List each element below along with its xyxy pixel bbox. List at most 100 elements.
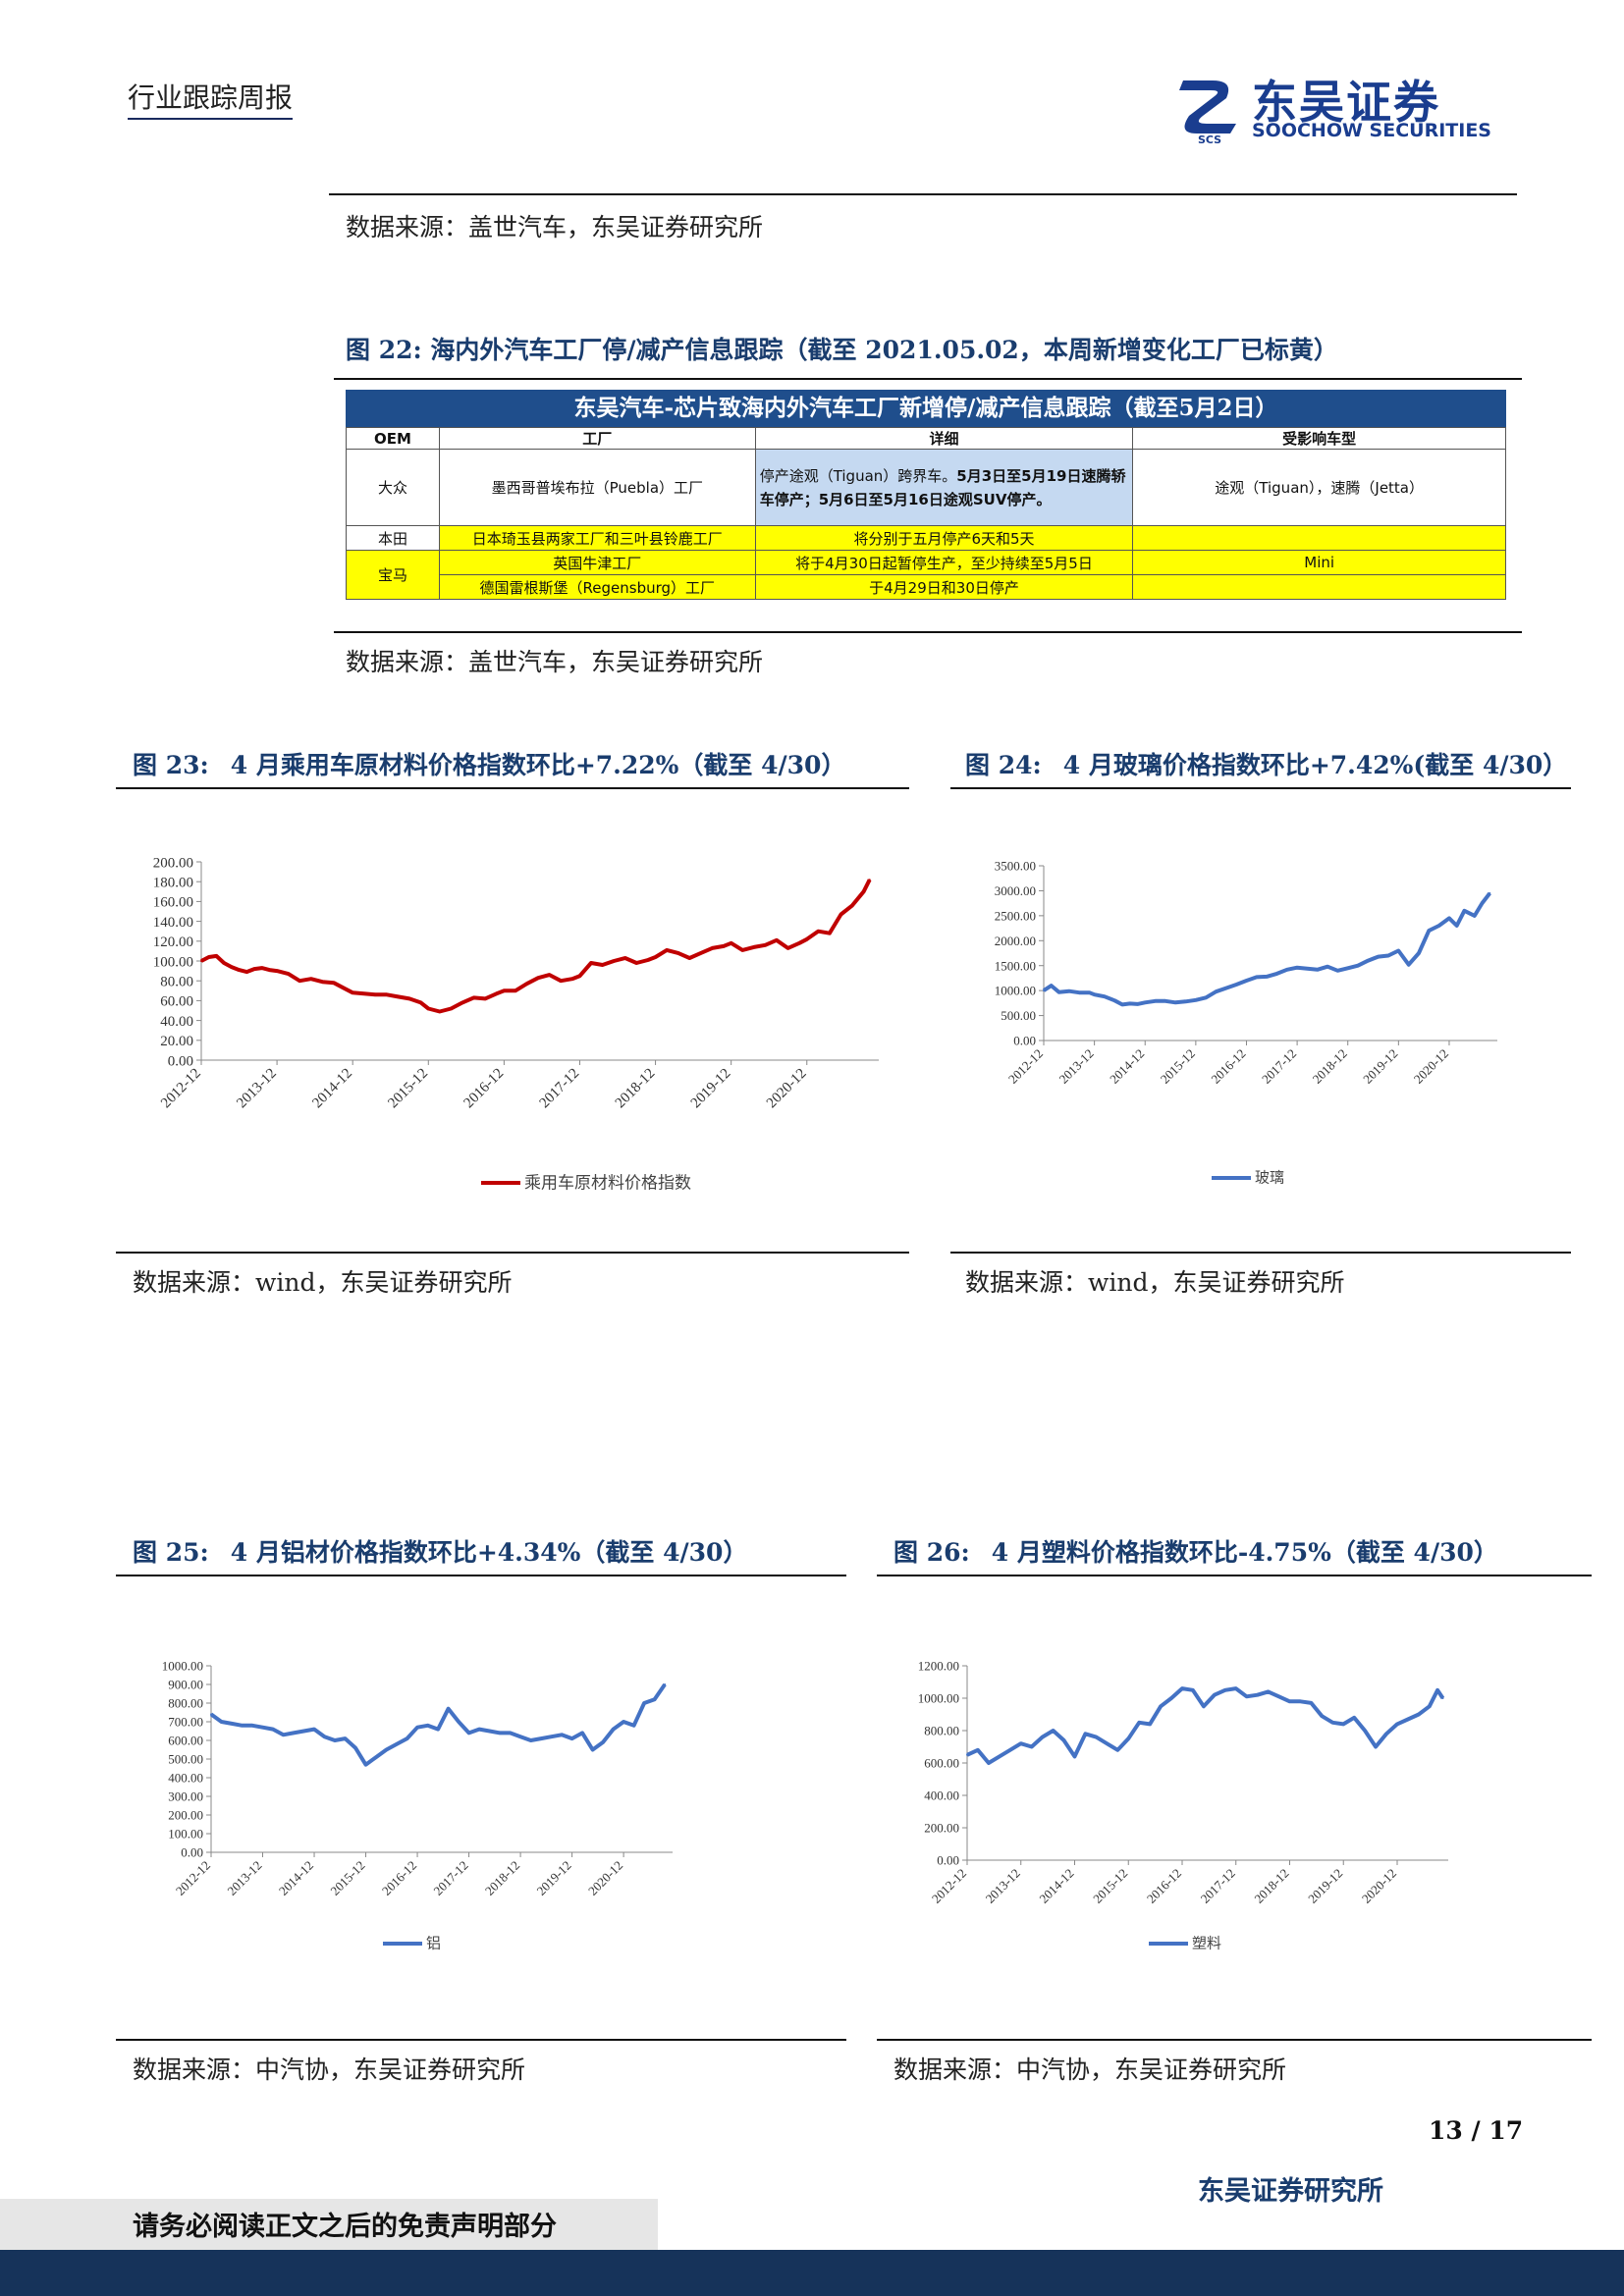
data-point xyxy=(1184,1000,1187,1003)
data-point xyxy=(591,1748,594,1751)
y-tick-label: 800.00 xyxy=(168,1696,203,1711)
x-tick-label: 2017-12 xyxy=(1198,1866,1238,1906)
data-point xyxy=(775,938,778,941)
fig24-rule-bottom xyxy=(950,1252,1571,1254)
data-point xyxy=(529,1739,532,1741)
table-row: 本田 日本琦玉县两家工厂和三叶县铃鹿工厂 将分别于五月停产6天和5天 xyxy=(346,525,1506,551)
data-point xyxy=(210,1713,212,1716)
x-tick-label: 2019-12 xyxy=(1305,1866,1345,1906)
data-point xyxy=(1441,1697,1444,1699)
x-tick-label: 2020-12 xyxy=(764,1066,810,1112)
data-point xyxy=(653,1698,656,1701)
footer-disclaimer: 请务必阅读正文之后的免责声明部分 xyxy=(133,2212,557,2242)
data-point xyxy=(1245,1695,1248,1698)
y-tick-label: 0.00 xyxy=(168,1053,193,1069)
y-tick-label: 60.00 xyxy=(160,994,193,1010)
top-source: 数据来源：盖世汽车，东吴证券研究所 xyxy=(346,213,764,241)
data-point xyxy=(1170,1697,1172,1699)
data-point xyxy=(251,1724,253,1727)
data-point xyxy=(1428,1705,1431,1708)
data-point xyxy=(1256,1693,1259,1696)
data-point xyxy=(437,1728,440,1731)
y-tick-label: 160.00 xyxy=(153,895,193,911)
fig23-rule-top xyxy=(116,787,909,789)
data-point xyxy=(1353,1716,1356,1719)
data-point xyxy=(1357,964,1359,967)
logo-cn-text: 东吴证券 xyxy=(1252,76,1440,129)
data-point xyxy=(1160,1705,1163,1708)
fig23-title-text: 4 月乘用车原材料价格指数环比+7.22%（截至 4/30） xyxy=(230,751,846,779)
y-tick-label: 80.00 xyxy=(160,974,193,989)
x-tick-label: 2015-12 xyxy=(1090,1866,1130,1906)
data-point xyxy=(1367,959,1370,962)
data-point xyxy=(1463,909,1466,912)
fig24-source: 数据来源：wind，东吴证券研究所 xyxy=(965,1268,1345,1297)
fig24-title-text: 4 月玻璃价格指数环比+7.42%(截至 4/30） xyxy=(1062,751,1568,779)
cell-detail: 于4月29日和30日停产 xyxy=(754,574,1134,600)
data-point xyxy=(1030,1745,1033,1748)
fig22-table-title: 东吴汽车-芯片致海内外汽车工厂新增停/减产信息跟踪（截至5月2日） xyxy=(346,390,1506,427)
data-point xyxy=(426,1724,429,1727)
data-point xyxy=(1473,914,1476,917)
fig26-source: 数据来源：中汽协，东吴证券研究所 xyxy=(893,2056,1287,2084)
data-point xyxy=(1336,969,1339,972)
data-point xyxy=(1234,1687,1237,1690)
data-point xyxy=(1407,963,1410,966)
y-tick-label: 140.00 xyxy=(153,915,193,931)
data-point xyxy=(1235,984,1238,986)
x-tick-label: 2014-12 xyxy=(276,1858,316,1898)
data-point xyxy=(1113,999,1116,1002)
data-point xyxy=(851,904,853,907)
data-point xyxy=(966,1753,968,1756)
data-point xyxy=(1387,954,1389,957)
data-point xyxy=(677,951,679,954)
logo: SCS 东吴证券 SOOCHOW SECURITIES xyxy=(1173,71,1497,149)
data-point xyxy=(1489,892,1491,894)
fig26-rule-top xyxy=(877,1575,1592,1576)
fig25-source: 数据来源：中汽协，东吴证券研究所 xyxy=(133,2056,526,2084)
cell-detail: 将于4月30日起暂停生产，至少持续至5月5日 xyxy=(754,550,1134,575)
data-point xyxy=(1296,966,1299,969)
data-point xyxy=(1062,1738,1065,1741)
x-tick-label: 2014-12 xyxy=(1036,1866,1076,1906)
x-tick-label: 2017-12 xyxy=(430,1858,470,1898)
y-tick-label: 500.00 xyxy=(1001,1008,1036,1023)
cell-oem: 大众 xyxy=(346,449,440,526)
cell-detail-part-b: 5月3日至5月19日速腾轿车停产；5月6日至5月16日途观SUV停产。 xyxy=(759,466,1126,508)
x-tick-label: 2013-12 xyxy=(224,1858,264,1898)
data-point xyxy=(416,1726,419,1729)
fig23-rule-bottom xyxy=(116,1252,909,1254)
data-point xyxy=(560,980,563,983)
y-tick-label: 2000.00 xyxy=(995,934,1036,948)
col-header-oem: OEM xyxy=(346,427,440,450)
data-point xyxy=(1103,995,1106,998)
data-point xyxy=(1428,930,1431,933)
data-point xyxy=(1275,972,1278,975)
y-tick-label: 600.00 xyxy=(168,1734,203,1748)
data-point xyxy=(1164,999,1166,1002)
data-point xyxy=(396,1742,399,1745)
cell-factory: 日本琦玉县两家工厂和三叶县铃鹿工厂 xyxy=(438,525,756,551)
legend-label: 铝 xyxy=(426,1936,441,1952)
data-point xyxy=(1436,1688,1439,1691)
data-point xyxy=(537,977,540,980)
y-tick-label: 1000.00 xyxy=(162,1659,203,1674)
data-point xyxy=(344,1737,347,1740)
data-point xyxy=(1174,1001,1177,1004)
x-tick-label: 2018-12 xyxy=(1310,1046,1350,1087)
x-tick-label: 2016-12 xyxy=(379,1858,419,1898)
data-point xyxy=(1144,1001,1147,1004)
data-point xyxy=(817,930,820,933)
data-point xyxy=(1050,985,1053,988)
table-row: 大众 墨西哥普埃布拉（Puebla）工厂 停产途观（Tiguan）跨界车。5月3… xyxy=(346,449,1506,526)
data-point xyxy=(220,1721,223,1723)
data-point xyxy=(1084,1733,1087,1735)
data-point xyxy=(1205,996,1208,999)
y-tick-label: 0.00 xyxy=(1013,1034,1036,1048)
data-point xyxy=(364,1763,367,1766)
data-point xyxy=(488,1730,491,1733)
data-point xyxy=(419,1001,422,1004)
data-point xyxy=(602,1740,605,1743)
data-point xyxy=(1127,1737,1130,1740)
data-point xyxy=(1267,1690,1270,1693)
